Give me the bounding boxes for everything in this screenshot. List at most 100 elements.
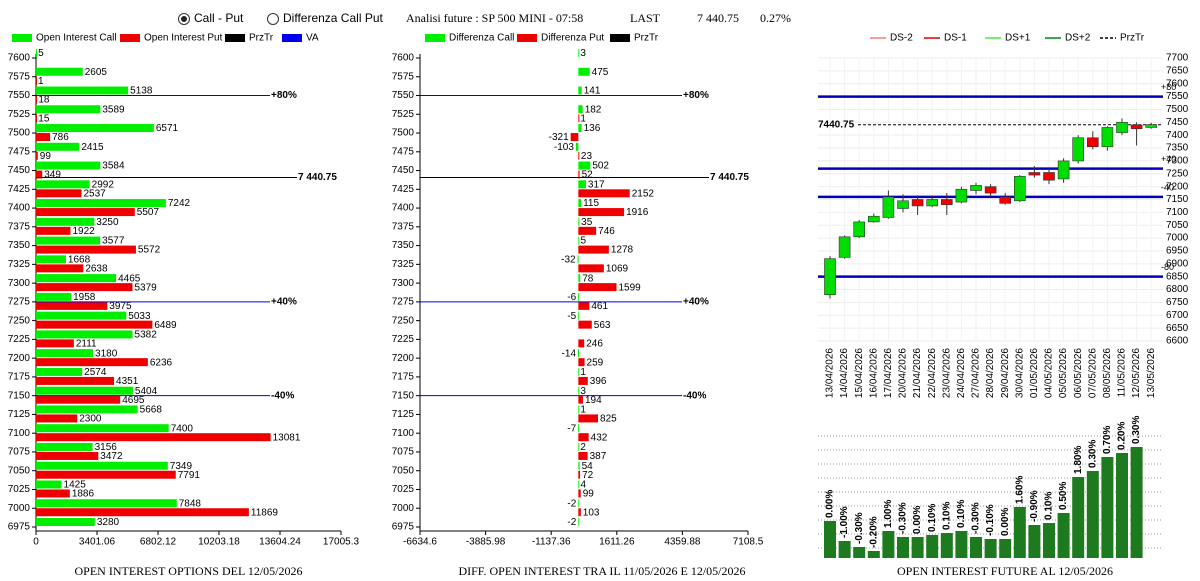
y-tick-label: 7600 — [8, 53, 31, 64]
x-tick-label: 24/04/2026 — [956, 348, 967, 398]
y-tick-label: 7200 — [8, 353, 31, 364]
x-tick-label: 08/05/2026 — [1102, 348, 1113, 398]
x-tick-label: 7108.5 — [733, 537, 764, 548]
x-tick-label: 20/04/2026 — [898, 348, 909, 398]
y-tick-label: 6900 — [1166, 258, 1189, 269]
legend-label: DS-2 — [890, 33, 913, 44]
bar — [824, 521, 836, 558]
radio-dot — [181, 16, 187, 22]
y-tick-label: 7000 — [1166, 233, 1189, 244]
x-tick-label: 12/05/2026 — [1131, 348, 1142, 398]
bar-label: 0.50% — [1058, 482, 1069, 510]
bar-label: 7349 — [170, 461, 193, 472]
bar — [36, 255, 66, 264]
x-tick-label: 23/04/2026 — [941, 348, 952, 398]
x-tick-label: 30/04/2026 — [1014, 348, 1025, 398]
y-tick-label: 7300 — [1166, 156, 1189, 167]
bar — [578, 114, 580, 123]
bar-label: 1922 — [72, 226, 95, 237]
x-tick-label: 27/04/2026 — [971, 348, 982, 398]
level-label: +80% — [683, 90, 709, 101]
y-tick-label: 7050 — [8, 465, 31, 476]
legend-label: DS-1 — [944, 33, 967, 44]
bar-label: 317 — [588, 179, 605, 190]
candle-body — [1013, 176, 1026, 202]
bar — [36, 292, 72, 301]
bar-label: 3577 — [102, 236, 125, 247]
bar — [911, 537, 924, 558]
legend-label: Open Interest Put — [144, 33, 223, 44]
bar-label: 1599 — [619, 282, 642, 293]
legend-swatch — [517, 34, 537, 42]
bar — [970, 537, 982, 558]
y-tick-label: 7550 — [392, 90, 415, 101]
bar-label: 1 — [38, 76, 44, 87]
bar — [36, 95, 37, 104]
bar-label: 6489 — [154, 320, 177, 331]
bar — [36, 424, 169, 433]
y-tick-label: 7375 — [8, 221, 31, 232]
bar — [36, 161, 101, 170]
bar — [36, 86, 129, 95]
x-tick-label: 13604.24 — [259, 537, 301, 548]
y-tick-label: 7400 — [392, 203, 415, 214]
radio-button[interactable] — [267, 13, 279, 25]
bar-label: 3180 — [95, 348, 118, 359]
bar — [36, 236, 101, 245]
bar-label: 4 — [580, 480, 586, 491]
bar — [36, 508, 249, 517]
bar-label: 2300 — [79, 414, 102, 425]
x-tick-label: 28/04/2026 — [985, 348, 996, 398]
candle-body — [955, 188, 968, 203]
y-tick-label: 7475 — [8, 146, 31, 157]
y-tick-label: 6800 — [1166, 284, 1189, 295]
y-tick-label: 7425 — [392, 184, 415, 195]
bar — [36, 311, 127, 320]
level-label: -40 — [1161, 182, 1174, 192]
candle-body — [999, 196, 1012, 204]
bar — [578, 414, 599, 423]
bar — [578, 405, 580, 414]
y-tick-label: 7325 — [8, 259, 31, 270]
bar-label: 1916 — [626, 207, 649, 218]
bar — [36, 124, 154, 133]
bar — [578, 451, 588, 460]
radio-label[interactable]: Call - Put — [194, 11, 244, 25]
bar-label: -7 — [567, 423, 576, 434]
y-tick-label: 7125 — [8, 409, 31, 420]
bar — [578, 386, 580, 395]
bar-label: 2537 — [84, 188, 107, 199]
bar — [984, 539, 997, 558]
bar — [36, 189, 82, 198]
x-tick-label: 16/04/2026 — [868, 348, 879, 398]
bar-label: -14 — [562, 348, 577, 359]
bar-label: 7242 — [168, 198, 191, 209]
candle-body — [984, 186, 997, 194]
bar-label: 349 — [44, 170, 61, 181]
candle-body — [1101, 127, 1114, 148]
bar — [36, 226, 71, 235]
bar-label: 11869 — [251, 507, 279, 518]
y-tick-label: 7000 — [392, 503, 415, 514]
y-tick-label: 7175 — [392, 372, 415, 383]
radio-label[interactable]: Differenza Call Put — [283, 11, 383, 25]
y-tick-label: 7175 — [8, 372, 31, 383]
level-label: +40% — [683, 297, 709, 308]
bar-label: 54 — [582, 461, 594, 472]
x-tick-label: 15/04/2026 — [854, 348, 865, 398]
bar — [36, 376, 115, 385]
bar-label: 3472 — [100, 451, 123, 462]
bar-label: 1 — [580, 405, 586, 416]
bar — [36, 405, 138, 414]
bar — [838, 541, 851, 558]
bar — [578, 199, 582, 208]
bar — [577, 255, 579, 264]
bar-label: 4465 — [118, 273, 141, 284]
bar-label: 18 — [38, 95, 50, 106]
bar — [578, 499, 580, 508]
bar-label: 0.30% — [1131, 416, 1142, 444]
candle-body — [1087, 137, 1099, 148]
bar-label: 6236 — [150, 357, 173, 368]
bar — [578, 358, 585, 367]
